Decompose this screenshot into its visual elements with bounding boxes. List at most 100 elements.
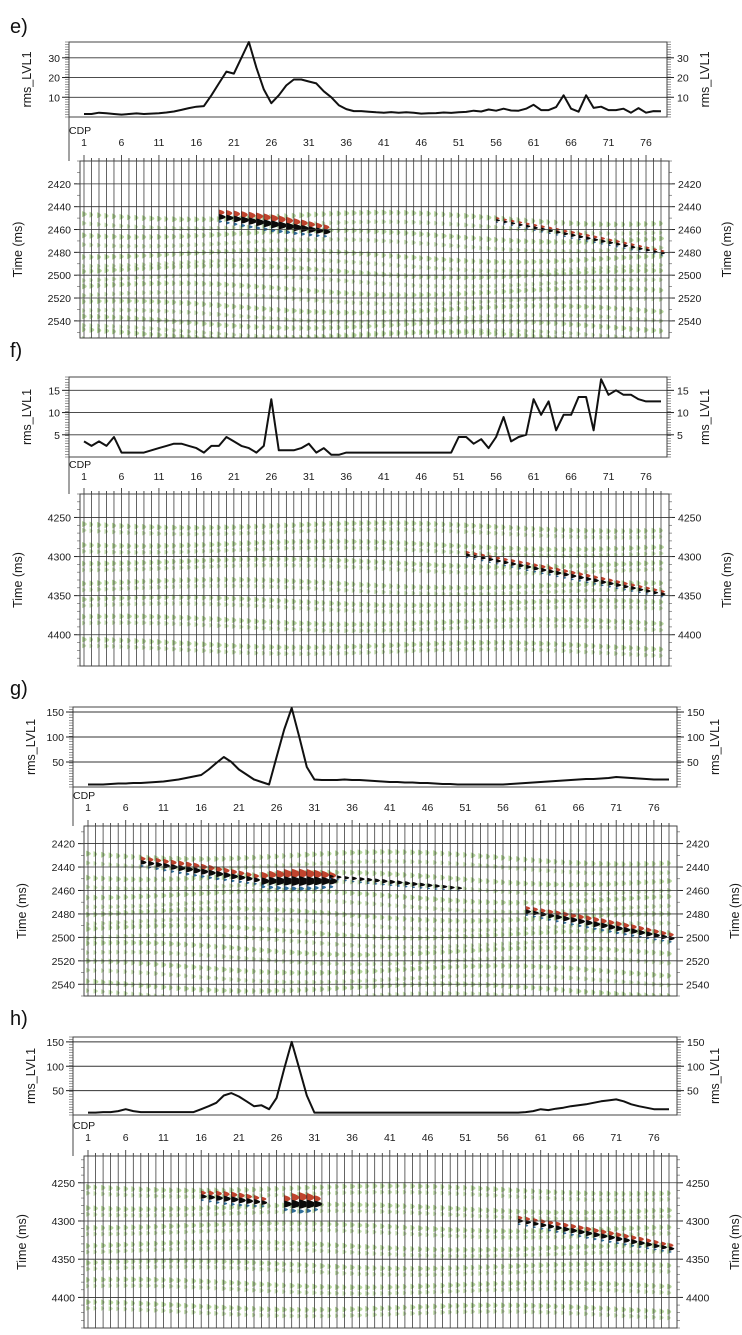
- trace-peak: [644, 894, 650, 901]
- trace-peak-black: [261, 877, 270, 885]
- cdp-tick-label: 46: [422, 802, 434, 814]
- trace-peak-black: [263, 219, 273, 228]
- trace-peak: [637, 340, 641, 346]
- trace-peak: [584, 945, 589, 952]
- trace-peak-red: [271, 214, 279, 223]
- trace-peak: [134, 265, 140, 272]
- trace-peak: [411, 230, 417, 237]
- trace-peak: [284, 644, 290, 651]
- trace-peak: [621, 644, 627, 651]
- trace-peak: [667, 870, 671, 876]
- trace-peak: [449, 608, 453, 614]
- trace-peak-red: [308, 221, 316, 228]
- trace-peak: [607, 348, 611, 353]
- trace-peak-red: [653, 247, 658, 251]
- trace-peak-red: [503, 218, 508, 222]
- trace-peak-red: [208, 864, 215, 872]
- trace-peak-red: [541, 225, 545, 229]
- trace-peak: [441, 221, 445, 227]
- trace-peak-red: [291, 868, 301, 879]
- trace-peak: [284, 324, 290, 331]
- trace-peak-black: [352, 876, 357, 881]
- trace-trough-blue: [481, 559, 484, 562]
- trace-peak: [509, 599, 514, 606]
- trace-peak-black: [246, 876, 253, 882]
- trace-peak: [381, 309, 387, 316]
- trace-peak: [411, 641, 417, 648]
- trace-peak-black: [450, 885, 455, 890]
- trace-peak: [164, 558, 170, 565]
- trace-peak-black: [616, 583, 622, 588]
- trace-peak: [539, 546, 545, 553]
- trace-peak: [568, 944, 574, 951]
- cdp-tick-label: 11: [158, 802, 169, 814]
- trace-peak: [351, 588, 355, 594]
- trace-trough-blue: [518, 567, 522, 570]
- trace-peak: [123, 923, 129, 930]
- trace-peak: [553, 954, 558, 960]
- trace-peak: [651, 646, 657, 653]
- cdp-tick-label: 66: [573, 802, 585, 814]
- trace-peak-black: [586, 919, 593, 926]
- rms-tick-label-left: 150: [46, 707, 64, 719]
- trace-peak: [411, 540, 417, 547]
- trace-peak: [614, 1001, 618, 1006]
- trace-peak: [539, 526, 544, 533]
- trace-peak: [267, 947, 272, 954]
- trace-peak: [539, 238, 545, 245]
- trace-peak: [441, 542, 447, 549]
- trace-trough-blue: [593, 241, 596, 244]
- trace-peak-black: [442, 884, 448, 889]
- trace-peak: [291, 237, 296, 243]
- trace-peak: [224, 541, 230, 548]
- time-tick-label-left: 2500: [52, 932, 76, 944]
- trace-peak-red: [646, 927, 652, 933]
- trace-peak-red: [653, 929, 659, 935]
- trace-peak: [404, 339, 407, 344]
- trace-peak: [441, 232, 447, 239]
- trace-peak: [289, 907, 295, 914]
- trace-peak-red: [616, 579, 621, 585]
- trace-peak: [568, 965, 574, 972]
- trace-peak: [531, 312, 535, 318]
- trace-peak: [231, 540, 237, 547]
- trace-trough-blue: [238, 880, 243, 884]
- trace-peak-red: [466, 550, 470, 555]
- trace-peak: [156, 317, 162, 324]
- cdp-tick-label: 36: [346, 802, 358, 814]
- trace-peak-red: [518, 221, 523, 225]
- trace-peak: [659, 230, 663, 236]
- trace-peak-red: [548, 566, 554, 571]
- trace-peak: [171, 273, 176, 279]
- trace-peak: [418, 991, 422, 996]
- cdp-tick-label: 46: [415, 137, 427, 149]
- trace-trough-blue: [256, 226, 261, 231]
- trace-peak: [299, 344, 302, 349]
- trace-peak: [464, 522, 469, 529]
- trace-peak: [471, 267, 475, 273]
- trace-trough-blue: [420, 886, 423, 889]
- trace-trough-blue: [541, 230, 544, 233]
- trace-trough-blue: [563, 576, 567, 579]
- trace-peak: [284, 539, 290, 546]
- trace-peak-black: [254, 877, 260, 883]
- trace-peak: [576, 617, 582, 624]
- trace-peak: [553, 881, 559, 888]
- trace-trough-blue: [608, 244, 611, 247]
- trace-peak: [201, 334, 207, 338]
- trace-peak: [232, 345, 236, 350]
- trace-trough-blue: [526, 569, 529, 572]
- trace-peak-black: [511, 221, 516, 225]
- trace-peak: [659, 1003, 662, 1008]
- trace-peak: [479, 584, 484, 591]
- trace-peak: [171, 216, 177, 223]
- trace-peak: [387, 951, 393, 958]
- trace-trough-blue: [466, 556, 469, 559]
- trace-peak: [104, 620, 108, 626]
- trace-peak: [96, 267, 102, 274]
- trace-peak: [261, 305, 267, 312]
- trace-peak: [224, 281, 230, 288]
- trace-peak: [82, 308, 86, 314]
- trace-peak-red: [286, 216, 294, 225]
